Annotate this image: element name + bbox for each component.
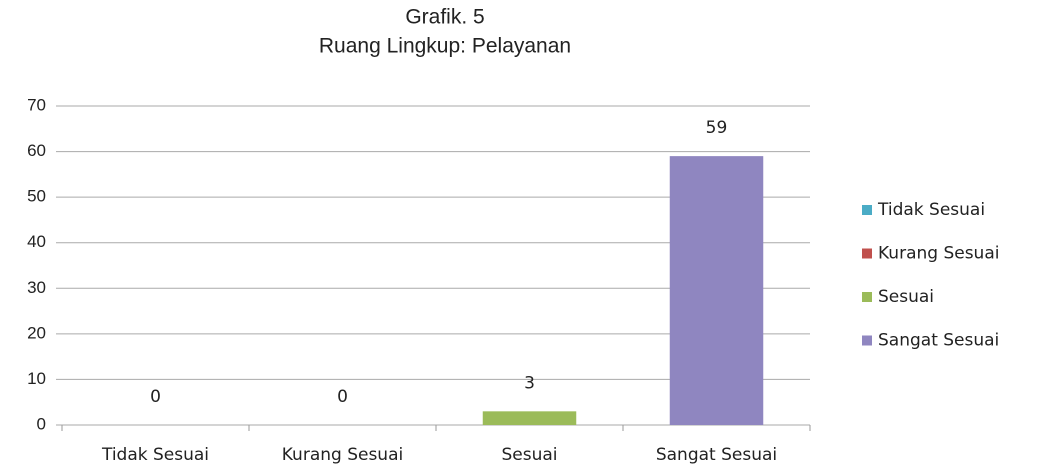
legend-label: Sangat Sesuai — [878, 331, 999, 351]
legend-label: Tidak Sesuai — [877, 200, 985, 220]
x-tick-label: Sangat Sesuai — [656, 445, 777, 465]
x-tick-label: Sesuai — [501, 445, 557, 465]
y-tick-label: 30 — [27, 278, 46, 297]
chart-subtitle: Ruang Lingkup: Pelayanan — [319, 35, 571, 58]
y-tick-label: 50 — [27, 187, 46, 206]
legend-swatch — [862, 248, 872, 259]
x-tick-label: Tidak Sesuai — [101, 445, 209, 465]
y-tick-label: 0 — [37, 414, 46, 433]
bar — [482, 411, 577, 425]
legend-swatch — [862, 205, 872, 215]
data-label: 0 — [337, 387, 348, 407]
legend-label: Kurang Sesuai — [878, 244, 999, 264]
legend-swatch — [862, 292, 872, 302]
y-tick-label: 10 — [27, 369, 46, 388]
x-tick-label: Kurang Sesuai — [282, 445, 403, 465]
chart-title: Grafik. 5 — [405, 6, 484, 29]
y-tick-label: 70 — [27, 95, 46, 114]
legend-label: Sesuai — [878, 287, 934, 307]
y-tick-label: 60 — [27, 141, 46, 160]
y-tick-label: 20 — [27, 323, 46, 342]
data-label: 59 — [706, 118, 728, 138]
data-label: 3 — [524, 373, 535, 393]
bar — [669, 156, 764, 425]
data-label: 0 — [150, 387, 161, 407]
legend-swatch — [862, 335, 872, 346]
y-tick-label: 40 — [27, 232, 46, 251]
